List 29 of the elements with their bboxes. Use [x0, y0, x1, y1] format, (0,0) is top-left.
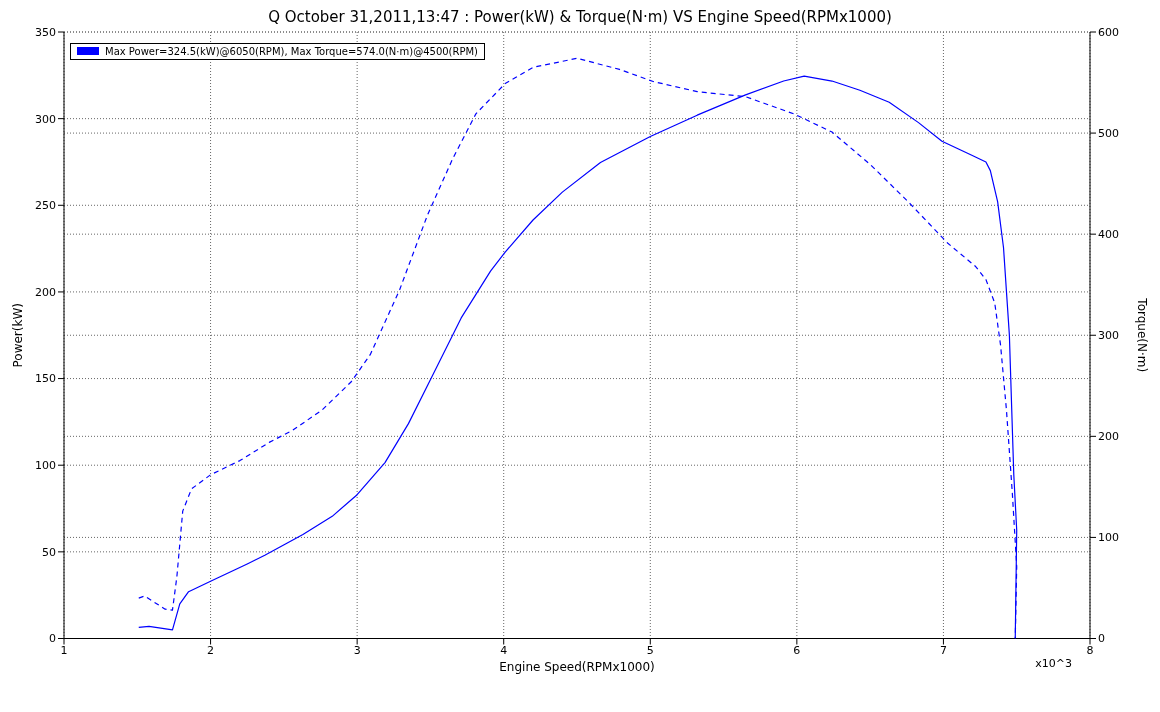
x-axis-title: Engine Speed(RPMx1000): [499, 659, 655, 674]
x-tick-label: 2: [207, 644, 215, 658]
x-tick-label: 7: [939, 644, 947, 658]
y2-tick-label: 100: [1098, 531, 1119, 545]
y2-tick-label: 300: [1098, 329, 1119, 343]
x-tick-label: 5: [646, 644, 654, 658]
x-tick-label: 3: [353, 644, 361, 658]
y2-tick-label: 600: [1098, 25, 1119, 39]
legend-label: Max Power=324.5(kW)@6050(RPM), Max Torque=574.0(N·m)@4500(RPM): [105, 45, 479, 57]
chart-title: Q October 31,2011,13:47 : Power(kW) & Torque(N·m) VS Engine Speed(RPMx1000): [268, 8, 892, 26]
y-tick-label: 0: [49, 632, 56, 646]
y-tick-label: 100: [35, 459, 56, 473]
y2-tick-label: 400: [1098, 228, 1119, 242]
y2-tick-label: 200: [1098, 430, 1119, 444]
y-axis-title: Power(kW): [11, 303, 26, 368]
y2-tick-label: 0: [1098, 632, 1105, 646]
x-tick-label: 1: [60, 644, 68, 658]
y-tick-label: 200: [35, 285, 56, 299]
text: x10^3: [1035, 657, 1072, 670]
y-tick-label: 300: [35, 112, 56, 126]
y-tick-label: 250: [35, 199, 56, 213]
y2-tick-label: 500: [1098, 126, 1119, 140]
y-tick-label: 350: [35, 25, 56, 39]
y-tick-label: 50: [42, 545, 56, 559]
y-tick-label: 150: [35, 372, 56, 386]
x-tick-label: 6: [793, 644, 801, 658]
y2-axis-title: Torque(N·m): [1134, 297, 1149, 373]
x-tick-label: 4: [500, 644, 508, 658]
x-tick-label: 8: [1086, 644, 1094, 658]
